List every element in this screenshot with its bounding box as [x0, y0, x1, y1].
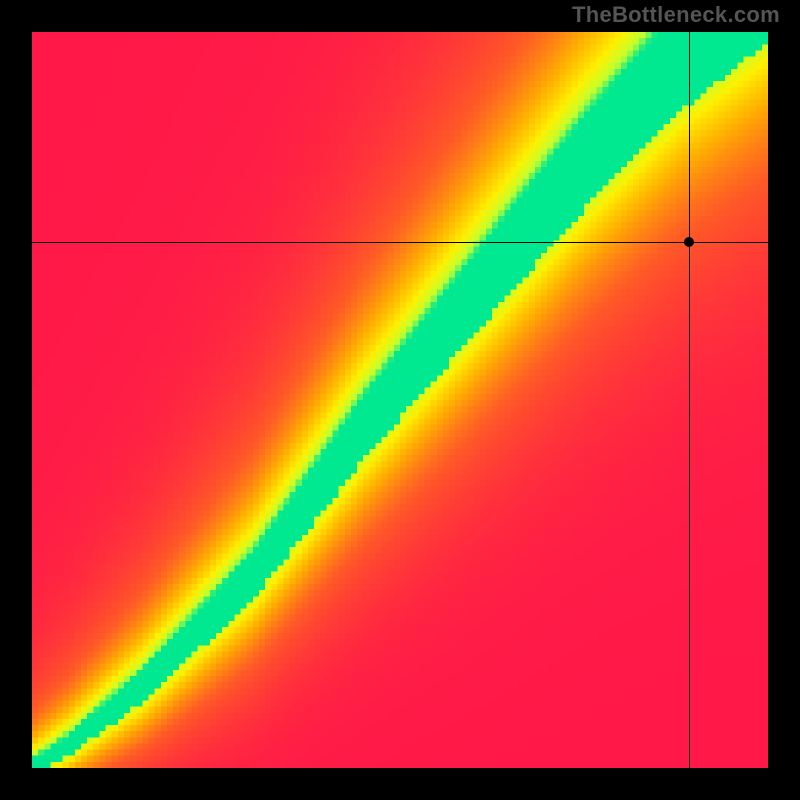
crosshair-vertical — [689, 32, 690, 768]
plot-area — [32, 32, 768, 768]
crosshair-horizontal — [32, 242, 768, 243]
heatmap-canvas — [32, 32, 768, 768]
crosshair-marker — [684, 237, 694, 247]
chart-container: TheBottleneck.com — [0, 0, 800, 800]
watermark-text: TheBottleneck.com — [572, 2, 780, 28]
